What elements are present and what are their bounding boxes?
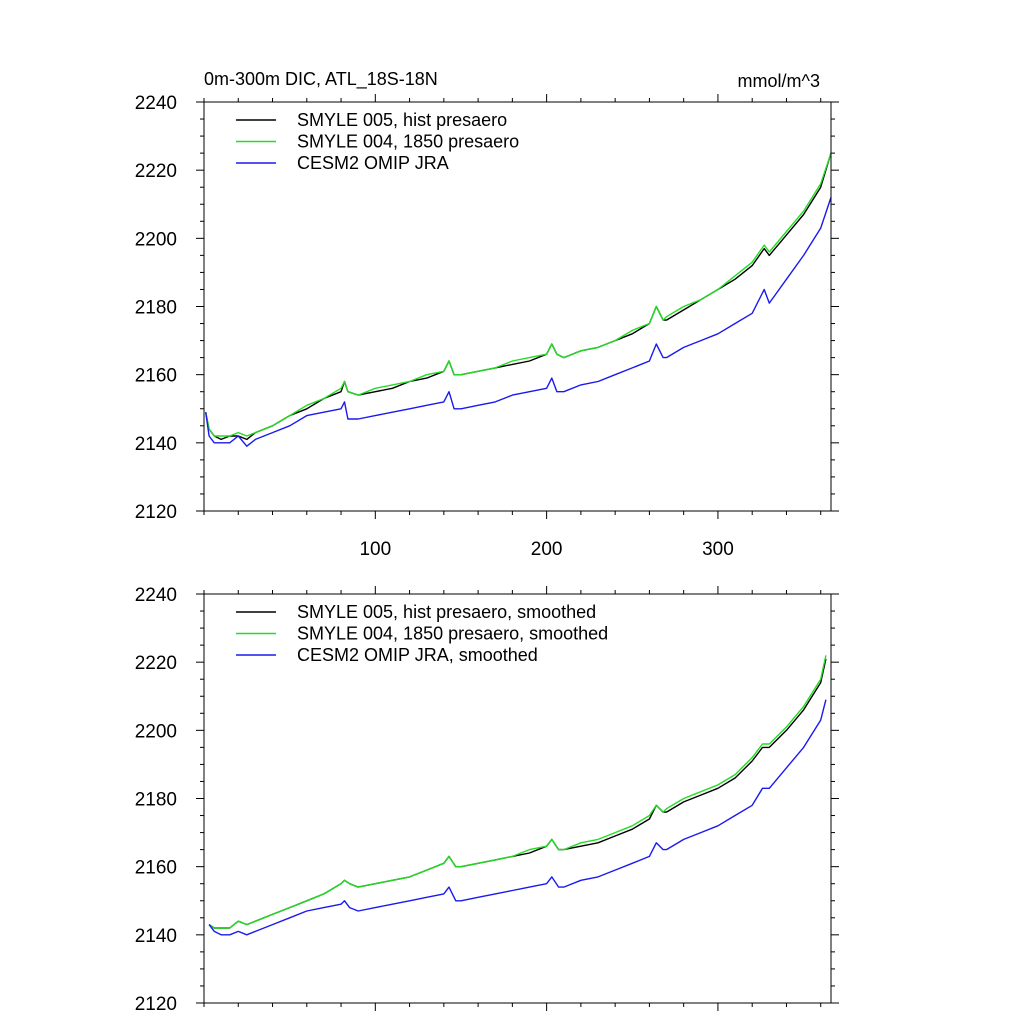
x-tick-label: 100 (359, 539, 391, 560)
series-line-3 (205, 197, 832, 447)
y-tick-label: 2140 (135, 434, 177, 455)
y-tick-label: 2220 (135, 653, 177, 674)
series-line-2 (205, 152, 832, 437)
y-tick-label: 2160 (135, 366, 177, 387)
y-tick-label: 2180 (135, 298, 177, 319)
y-tick-label: 2120 (135, 502, 177, 523)
legend-label-3: CESM2 OMIP JRA (297, 153, 449, 173)
series-line-1 (205, 152, 832, 441)
legend-label-1: SMYLE 005, hist presaero (297, 110, 507, 130)
y-tick-label: 2180 (135, 790, 177, 811)
bottom-panel: 2120 2140 2160 2180 2200 2220 2240 SMYLE 005, … (135, 585, 839, 1015)
y-tick-label: 2200 (135, 721, 177, 742)
y-tick-label: 2240 (135, 93, 177, 114)
y-tick-label: 2220 (135, 161, 177, 182)
series-line-3 (208, 699, 827, 936)
top-panel-units: mmol/m^3 (738, 71, 820, 91)
y-tick-label: 2120 (135, 994, 177, 1015)
bottom-panel-ticks: 2120 2140 2160 2180 2200 2220 2240 (135, 585, 839, 1015)
bottom-panel-frame (203, 593, 832, 1004)
y-tick-label: 2160 (135, 858, 177, 879)
legend-label-1: SMYLE 005, hist presaero, smoothed (297, 602, 596, 622)
legend-label-2: SMYLE 004, 1850 presaero (297, 132, 519, 152)
bottom-panel-lines (208, 655, 827, 936)
series-line-1 (208, 658, 827, 929)
top-panel: 0m-300m DIC, ATL_18S-18N mmol/m^3 212021… (135, 69, 839, 560)
x-tick-label: 200 (531, 539, 563, 560)
top-panel-frame (203, 101, 832, 512)
legend-label-3: CESM2 OMIP JRA, smoothed (297, 645, 538, 665)
top-panel-lines (205, 152, 832, 447)
bottom-panel-legend: SMYLE 005, hist presaero, smoothedSMYLE … (236, 602, 608, 665)
top-panel-ticks: 2120 2140 2160 2180 2200 2220 2240 100 200 300 (135, 93, 839, 560)
series-line-2 (208, 655, 827, 929)
y-tick-label: 2140 (135, 926, 177, 947)
x-tick-label: 300 (702, 539, 734, 560)
legend-label-2: SMYLE 004, 1850 presaero, smoothed (297, 624, 608, 644)
y-tick-label: 2240 (135, 585, 177, 606)
y-tick-label: 2200 (135, 229, 177, 250)
top-panel-title: 0m-300m DIC, ATL_18S-18N (204, 69, 438, 90)
